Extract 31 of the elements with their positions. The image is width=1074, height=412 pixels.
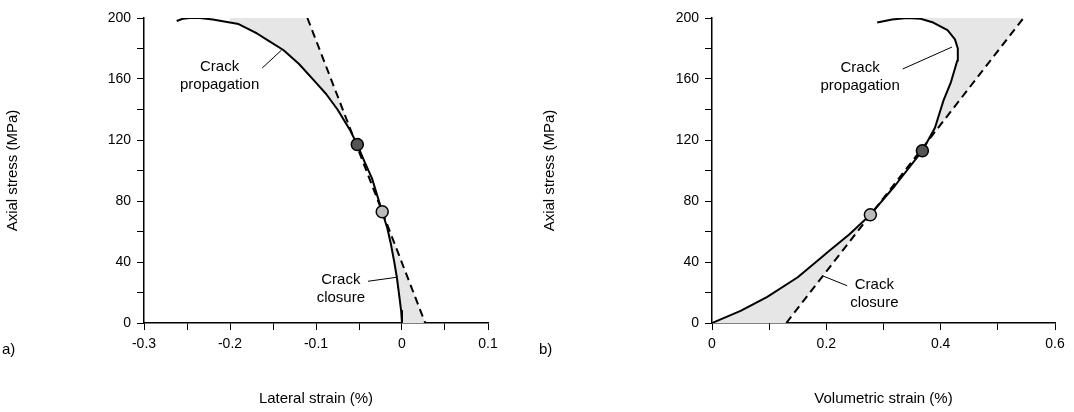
text: b) — [539, 340, 553, 358]
annotation: Crack propagation — [820, 58, 900, 94]
x-tick-label: 0.4 — [930, 335, 951, 352]
y-tick-label: 40 — [683, 252, 700, 269]
text: a) — [2, 340, 16, 358]
y-axis-title: Axial stress (MPa) — [540, 109, 558, 232]
annotation: Crack closure — [850, 274, 899, 310]
y-axis-title: Axial stress (MPa) — [3, 109, 21, 232]
x-axis-title: Lateral strain (%) — [258, 389, 374, 407]
x-tick-label: 0.6 — [1045, 335, 1065, 352]
y-tick-label: 200 — [107, 8, 132, 25]
y-tick-label: 120 — [107, 130, 132, 147]
x-tick-label: -0.3 — [131, 335, 157, 352]
y-tick-label: 120 — [675, 130, 700, 147]
annotation: Crack propagation — [179, 57, 260, 93]
y-tick-label: 80 — [115, 191, 132, 208]
x-axis-title: Volumetric strain (%) — [814, 389, 953, 407]
y-tick-label: 160 — [107, 69, 132, 86]
y-tick-label: 80 — [683, 191, 700, 208]
y-tick-label: 0 — [123, 313, 132, 330]
y-tick-label: 200 — [675, 8, 700, 25]
x-tick-label: 0 — [708, 335, 717, 352]
x-tick-label: 0.1 — [478, 335, 498, 352]
x-tick-label: -0.1 — [303, 335, 329, 352]
y-tick-label: 0 — [691, 313, 700, 330]
x-tick-label: 0.2 — [816, 335, 837, 352]
x-tick-label: -0.2 — [217, 335, 243, 352]
y-tick-label: 160 — [675, 69, 700, 86]
annotation: Crack closure — [316, 270, 366, 306]
x-tick-label: 0 — [398, 335, 407, 352]
y-tick-label: 40 — [115, 252, 132, 269]
